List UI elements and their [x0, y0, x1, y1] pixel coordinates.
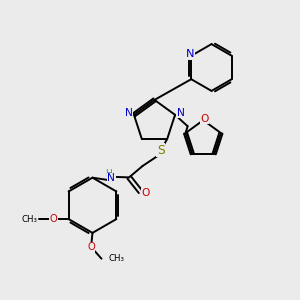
Text: O: O: [50, 214, 57, 224]
Text: CH₃: CH₃: [108, 254, 124, 263]
Text: H: H: [106, 169, 112, 178]
Text: N: N: [124, 108, 133, 118]
Text: N: N: [176, 108, 184, 118]
Text: O: O: [142, 188, 150, 198]
Text: N: N: [185, 49, 194, 59]
Text: O: O: [201, 114, 209, 124]
Text: S: S: [157, 144, 164, 157]
Text: CH₃: CH₃: [21, 214, 37, 224]
Text: O: O: [87, 242, 95, 252]
Text: N: N: [107, 173, 115, 183]
